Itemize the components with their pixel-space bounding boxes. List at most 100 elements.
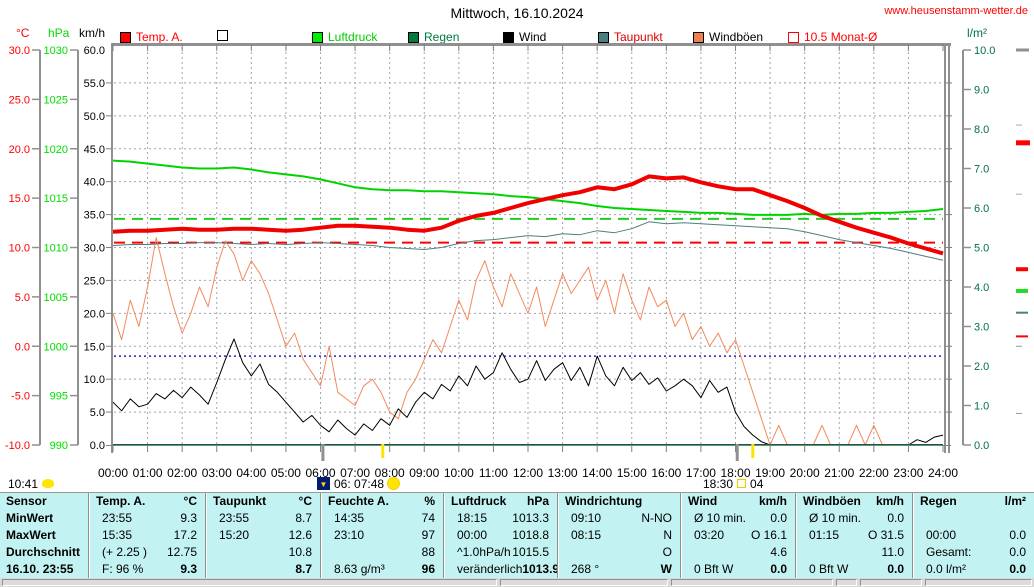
svg-text:08:00: 08:00 [375,466,405,480]
legend-item [217,30,233,41]
status-panel [925,579,1032,586]
svg-text:-5.0: -5.0 [11,391,30,403]
legend-item: Temp. A. [120,30,183,44]
svg-text:11:00: 11:00 [479,466,508,480]
table-cell: 15:35 17.2 [88,527,205,544]
cell-label: Ø 10 min. [694,511,747,525]
table-cell: Windrichtung [557,493,680,510]
cell-value: l/m² [1004,494,1026,508]
legend-item: Windböen [693,30,763,44]
svg-text:30.0: 30.0 [9,45,30,57]
table-cell: 23:55 8.7 [205,510,320,527]
cell-value: 1018.8 [512,528,549,542]
cell-label: 08:15 [571,528,602,542]
svg-text:09:00: 09:00 [409,466,439,480]
cell-value: 96 [421,562,435,576]
table-row: Durchschnitt (+ 2.25 ) 12.75 10.8 88 ^1.0hPa/… [0,544,1034,561]
legend-label: Wind [519,30,547,44]
cell-value: 0.0 [887,511,904,525]
svg-text:23:00: 23:00 [893,466,923,480]
cell-label: Temp. A. [96,494,146,508]
svg-text:20.0: 20.0 [9,144,30,156]
cell-value: km/h [758,494,787,508]
cell-value: N [663,528,672,542]
table-cell: 18:15 1013.3 [443,510,557,527]
svg-text:7.0: 7.0 [974,164,989,176]
table-cell: 14:35 74 [320,510,443,527]
svg-text:1.0: 1.0 [974,401,989,413]
table-cell: Regen l/m² [912,493,1034,510]
cell-value: 97 [421,528,435,542]
series-temp-a- [112,174,944,256]
table-row-label: 16.10. 23:55 [6,562,74,576]
cell-label: (+ 2.25 ) [102,545,148,559]
celsius-axis-unit: °C [16,26,30,40]
sun-icon [388,478,400,489]
cell-label: 23:10 [334,528,365,542]
cell-label: ^1.0hPa/h [457,545,511,559]
cell-label [796,544,809,561]
svg-text:25.0: 25.0 [84,275,105,287]
cell-label: Feuchte A. [328,494,389,508]
cell-label: 15:20 [219,528,250,542]
cell-label: Luftdruck [451,494,507,508]
svg-text:01:00: 01:00 [133,466,163,480]
cell-value: O 31.5 [867,528,904,542]
table-cell: Ø 10 min. 0.0 [680,510,795,527]
svg-text:1010: 1010 [44,243,68,255]
sunset-time: 18:30 [703,476,734,491]
svg-text:15.0: 15.0 [84,341,105,353]
series-luftdruck [112,159,944,216]
cell-label: 23:55 [102,511,133,525]
cell-value: 0.0 [770,562,787,576]
status-panel [860,579,922,586]
legend-label: Regen [424,30,460,44]
cell-label [321,544,334,561]
svg-text:2.0: 2.0 [974,361,989,373]
svg-text:05:00: 05:00 [271,466,301,480]
svg-text:9.0: 9.0 [974,85,989,97]
cell-value: 0.0 [1009,562,1026,576]
svg-text:02:00: 02:00 [167,466,197,480]
cell-value: °C [183,494,197,508]
cell-label: Regen [920,494,957,508]
cell-value: 88 [421,545,435,559]
cell-value: 9.3 [180,511,197,525]
cell-value: O 16.1 [750,528,787,542]
cell-value: 12.6 [288,528,312,542]
table-cell: Feuchte A.% [320,493,443,510]
cell-label: Ø 10 min. [809,511,862,525]
cell-label: 09:10 [571,511,602,525]
cell-label: 15:35 [102,528,133,542]
table-cell: Temp. A. °C [88,493,205,510]
cell-label [558,544,571,561]
cell-value: 1013.3 [512,511,549,525]
time-axis: 00:00 01:00 02:00 03:00 04:00 05:00 06:00 07:00… [98,466,958,480]
table-cell: 88 [320,544,443,561]
status-panel [671,579,833,586]
table-cell: 09:10 N-NO [557,510,680,527]
cell-label: 00:00 [457,528,488,542]
table-cell: 00:00 0.0 [912,527,1034,544]
moonset-time: 10:41 [8,476,39,491]
svg-text:18:00: 18:00 [720,466,750,480]
cell-value: 8.7 [295,562,312,576]
svg-text:8.0: 8.0 [974,124,989,136]
table-cell: 00:00 1018.8 [443,527,557,544]
page-title: Mittwoch, 16.10.2024 [450,5,584,21]
cell-value: 4.6 [770,545,787,559]
chart-legend: Temp. A. Luftdruck Regen Wind Taupunkt Windbö… [0,0,1034,46]
table-cell: 15:20 12.6 [205,527,320,544]
cell-value: 9.3 [180,562,197,576]
svg-text:1005: 1005 [44,292,68,304]
legend-label: Windböen [709,30,764,44]
legend-swatch-icon [503,31,514,43]
table-row: 16.10. 23:55 F: 96 % 9.3 8.7 8.63 g/m³ 96 verä… [0,561,1034,578]
svg-text:00:00: 00:00 [98,466,128,480]
legend-swatch-icon [693,31,704,43]
cell-value: 0.0 [1009,545,1026,559]
legend-item: Wind [503,30,546,44]
website-link[interactable]: www.heusenstamm-wetter.de [884,5,1028,17]
table-cell: 08:15 N [557,527,680,544]
svg-text:30.0: 30.0 [84,243,105,255]
